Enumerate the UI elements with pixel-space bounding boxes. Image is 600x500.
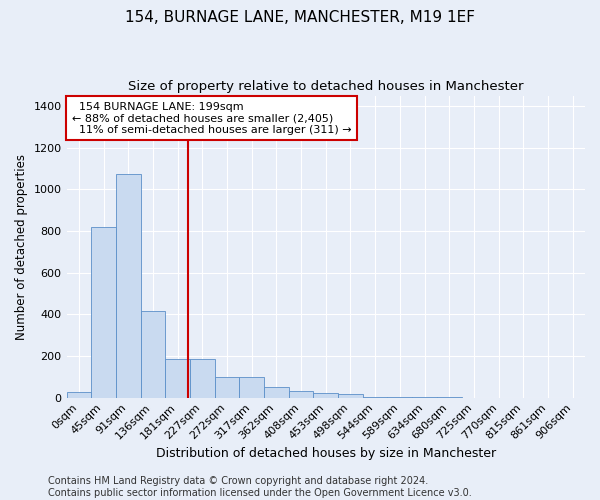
Bar xyxy=(239,377,264,398)
Y-axis label: Number of detached properties: Number of detached properties xyxy=(15,154,28,340)
X-axis label: Distribution of detached houses by size in Manchester: Distribution of detached houses by size … xyxy=(156,447,496,460)
Text: Contains HM Land Registry data © Crown copyright and database right 2024.
Contai: Contains HM Land Registry data © Crown c… xyxy=(48,476,472,498)
Bar xyxy=(190,359,215,398)
Bar xyxy=(289,392,313,398)
Bar xyxy=(67,392,91,398)
Bar xyxy=(313,394,338,398)
Text: 154 BURNAGE LANE: 199sqm
← 88% of detached houses are smaller (2,405)
  11% of s: 154 BURNAGE LANE: 199sqm ← 88% of detach… xyxy=(72,102,352,135)
Bar xyxy=(215,377,239,398)
Title: Size of property relative to detached houses in Manchester: Size of property relative to detached ho… xyxy=(128,80,524,93)
Bar xyxy=(116,174,140,398)
Text: 154, BURNAGE LANE, MANCHESTER, M19 1EF: 154, BURNAGE LANE, MANCHESTER, M19 1EF xyxy=(125,10,475,25)
Bar xyxy=(264,387,289,398)
Bar xyxy=(338,394,363,398)
Bar xyxy=(91,227,116,398)
Bar xyxy=(165,359,190,398)
Bar xyxy=(363,396,388,398)
Bar xyxy=(140,311,165,398)
